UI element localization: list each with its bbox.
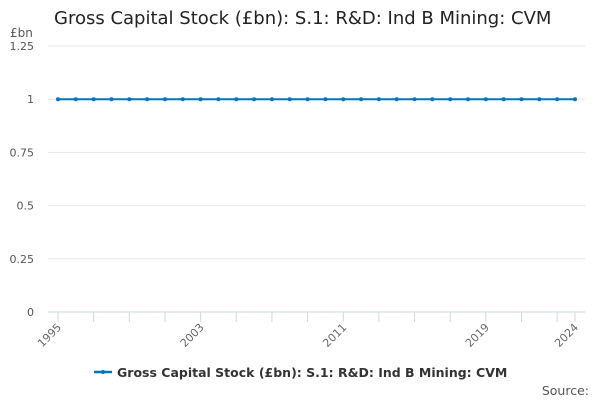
data-point [466,97,471,102]
y-axis-label: £bn [10,26,33,40]
data-point [537,97,542,102]
data-point [501,97,506,102]
line-chart: £bn 0 0.25 0.5 0.75 1 1.25 1995 2003 2011 2019 2024 [10,26,585,350]
y-tick-label: 0.75 [10,146,35,159]
x-tick-label: 2024 [552,321,581,350]
x-tick-label: 2019 [463,321,492,350]
data-point [162,97,167,102]
data-point [269,97,274,102]
data-point [56,97,60,102]
y-tick-label: 1.25 [10,40,35,53]
legend[interactable]: Gross Capital Stock (£bn): S.1: R&D: Ind… [0,365,600,380]
data-point [91,97,96,102]
data-point [73,97,78,102]
source-label: Source: [541,383,589,398]
data-point [287,97,292,102]
data-point [234,97,239,102]
y-tick-label: 1 [27,93,34,106]
data-point [555,97,560,102]
data-point [216,97,221,102]
y-tick-label: 0.5 [17,200,35,213]
data-point [305,97,310,102]
legend-marker-icon [93,370,112,374]
data-point [483,97,488,102]
x-tick-label: 2003 [178,321,207,350]
y-tick-label: 0 [27,306,34,319]
data-point [376,97,381,102]
x-tick-label: 2011 [320,321,349,350]
data-point [109,97,114,102]
data-point [573,97,577,102]
legend-label: Gross Capital Stock (£bn): S.1: R&D: Ind… [117,365,508,380]
y-tick-label: 0.25 [10,253,35,266]
data-point [359,97,364,102]
data-point [341,97,346,102]
data-point [127,97,132,102]
data-point [412,97,417,102]
data-point [198,97,203,102]
data-point [180,97,185,102]
chart-title: Gross Capital Stock (£bn): S.1: R&D: Ind… [54,8,552,29]
data-point [430,97,435,102]
data-point [448,97,453,102]
data-point [323,97,328,102]
data-point [145,97,150,102]
x-tick-label: 1995 [35,321,64,350]
data-point [394,97,399,102]
data-point [519,97,524,102]
data-point [252,97,257,102]
